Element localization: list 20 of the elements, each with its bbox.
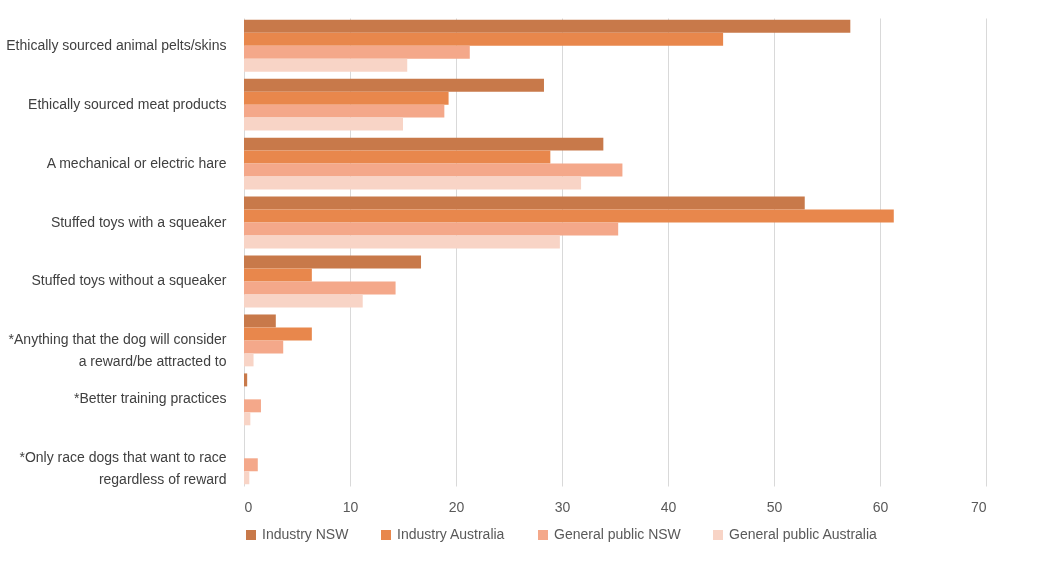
legend-label: General public Australia bbox=[729, 526, 878, 542]
y-tick-label: *Only race dogs that want to race regardless of reward bbox=[19, 449, 227, 488]
y-tick-label: *Better training practices bbox=[73, 390, 227, 407]
x-tick-label: 40 bbox=[660, 498, 677, 515]
y-tick-label: Stuffed toys with a squeaker bbox=[50, 213, 227, 230]
y-tick-label: Ethically sourced animal pelts/skins bbox=[6, 36, 227, 53]
legend-label: Industry Australia bbox=[397, 526, 505, 542]
y-tick-label: *Anything that the dog will consider a reward/be attracted to bbox=[8, 331, 227, 370]
x-tick-label: 60 bbox=[872, 498, 889, 515]
legend-label: General public NSW bbox=[554, 526, 682, 542]
x-tick-label: 0 bbox=[244, 498, 253, 515]
y-tick-label: A mechanical or electric hare bbox=[46, 154, 227, 171]
x-tick-label: 20 bbox=[448, 498, 465, 515]
x-tick-label: 50 bbox=[766, 498, 783, 515]
legend-label: Industry NSW bbox=[262, 526, 350, 542]
x-tick-label: 70 bbox=[970, 498, 987, 515]
x-tick-label: 30 bbox=[554, 498, 571, 515]
x-tick-label: 10 bbox=[342, 498, 359, 515]
y-tick-label: Stuffed toys without a squeaker bbox=[31, 272, 227, 289]
y-tick-label: Ethically sourced meat products bbox=[28, 95, 227, 112]
